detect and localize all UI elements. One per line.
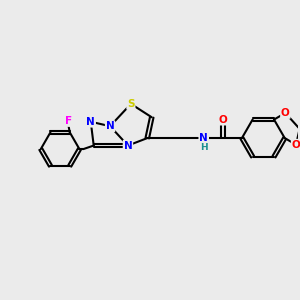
Text: N: N <box>124 140 132 151</box>
Text: F: F <box>65 116 72 126</box>
Text: S: S <box>127 99 135 109</box>
Text: O: O <box>292 140 300 150</box>
Text: O: O <box>281 108 290 118</box>
Text: N: N <box>106 121 115 131</box>
Text: N: N <box>200 133 208 143</box>
Text: H: H <box>200 143 208 152</box>
Text: N: N <box>86 117 95 127</box>
Text: O: O <box>219 115 227 125</box>
